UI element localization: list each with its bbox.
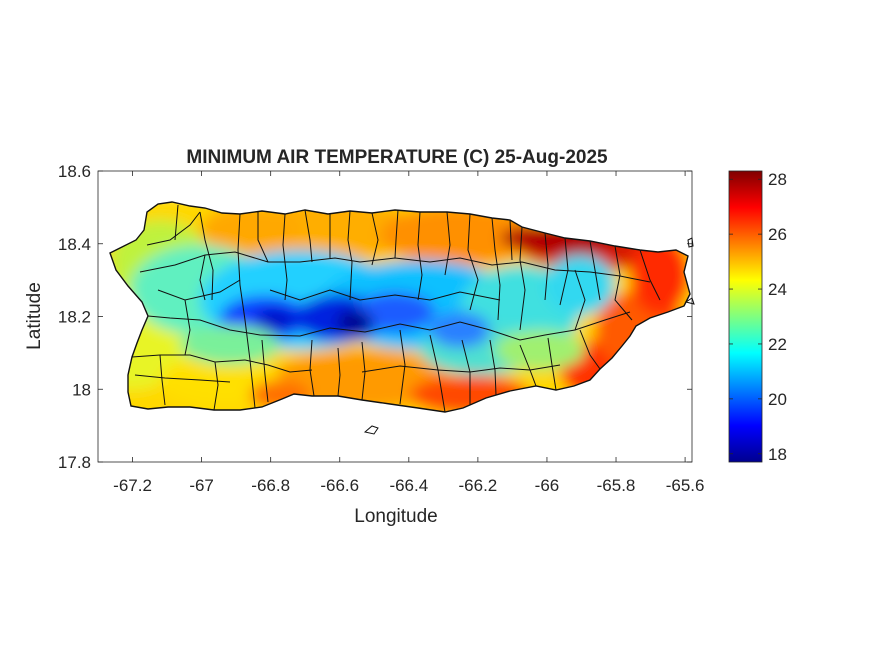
y-tick-label: 18.2 — [58, 308, 91, 327]
small-cay — [687, 237, 694, 248]
x-tick-label: -66 — [535, 476, 560, 495]
colorbar-ticks: 18 20 22 24 26 28 — [729, 170, 787, 464]
x-tick-label: -66.8 — [251, 476, 290, 495]
x-axis: -67.2 -67 -66.8 -66.6 -66.4 -66.2 -66 -65.8 -65.… — [113, 171, 704, 495]
colorbar-tick-label: 20 — [768, 390, 787, 409]
y-tick-label: 18.4 — [58, 235, 91, 254]
x-tick-label: -66.2 — [459, 476, 498, 495]
x-tick-label: -65.8 — [597, 476, 636, 495]
y-axis: 17.8 18 18.2 18.4 18.6 — [58, 162, 692, 472]
colorbar — [728, 170, 763, 463]
colorbar-tick-label: 24 — [768, 280, 787, 299]
x-tick-label: -65.6 — [666, 476, 705, 495]
caja-de-muertos-island — [363, 425, 379, 435]
municipal-boundaries — [131, 204, 661, 413]
x-tick-label: -66.6 — [320, 476, 359, 495]
small-islands — [363, 237, 695, 435]
y-axis-label: Latitude — [24, 282, 45, 350]
x-tick-label: -66.4 — [389, 476, 428, 495]
x-tick-label: -67 — [189, 476, 214, 495]
colorbar-tick-label: 22 — [768, 335, 787, 354]
colorbar-tick-label: 26 — [768, 225, 787, 244]
colorbar-tick-label: 18 — [768, 445, 787, 464]
chart-title: MINIMUM AIR TEMPERATURE (C) 25-Aug-2025 — [186, 147, 608, 168]
x-tick-label: -67.2 — [113, 476, 152, 495]
y-tick-label: 18 — [72, 380, 91, 399]
x-axis-label: Longitude — [354, 506, 437, 527]
small-cay — [684, 297, 695, 305]
colorbar-tick-label: 28 — [768, 170, 787, 189]
island-outline — [109, 201, 691, 413]
y-tick-label: 17.8 — [58, 453, 91, 472]
y-tick-label: 18.6 — [58, 162, 91, 181]
